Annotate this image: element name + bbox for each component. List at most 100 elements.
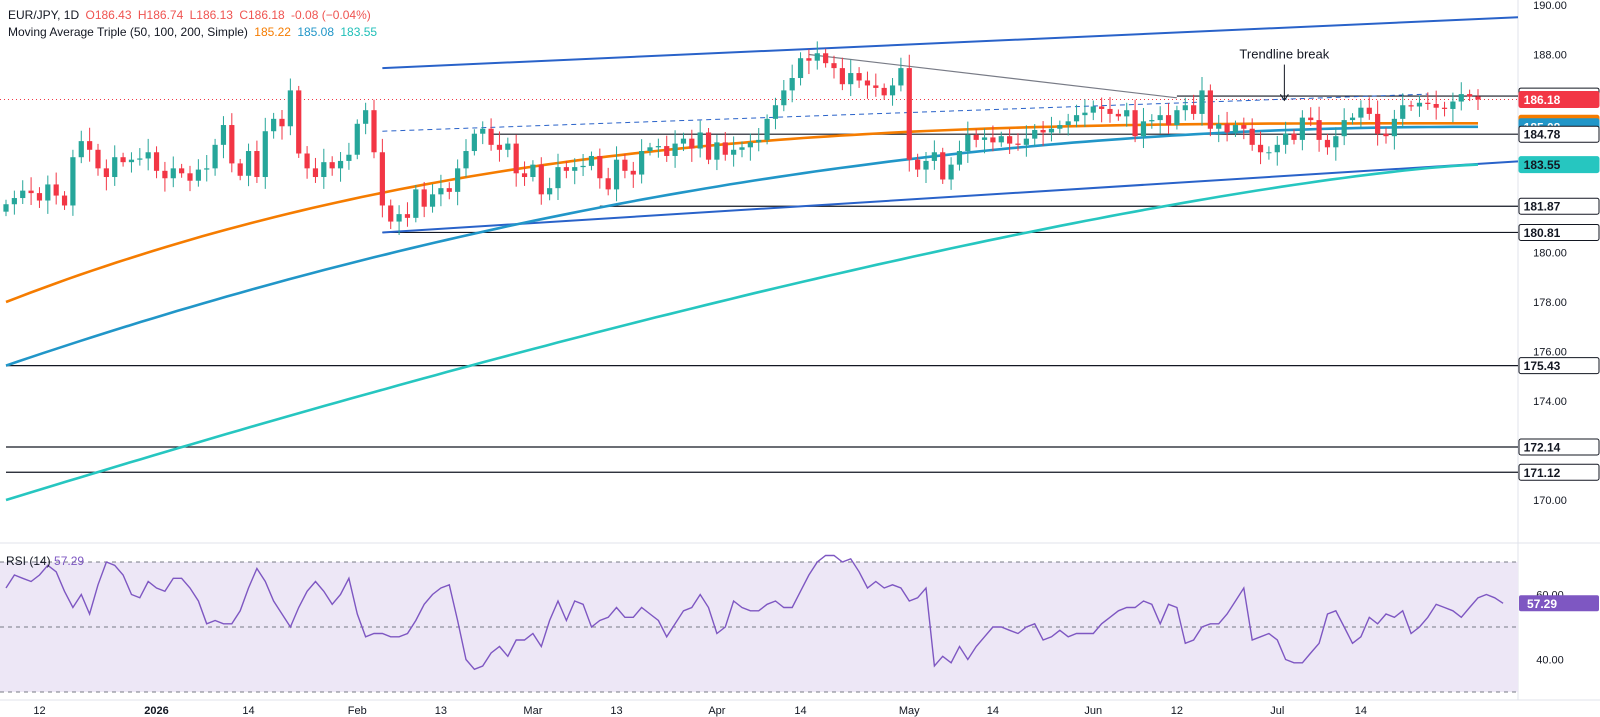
ma-legend-title: Moving Average Triple (50, 100, 200, Sim… xyxy=(8,25,248,39)
rsi-tick-label: 40.00 xyxy=(1536,655,1564,667)
price-tag-level xyxy=(1518,357,1600,375)
candle-body xyxy=(20,190,26,199)
candle-body xyxy=(1149,120,1155,122)
candle-body xyxy=(630,170,636,175)
candle-body xyxy=(739,147,745,150)
candle-body xyxy=(471,133,477,152)
candle-body xyxy=(823,53,829,64)
candle-body xyxy=(613,159,620,190)
candle-body xyxy=(697,132,703,149)
candles-group xyxy=(3,41,1481,235)
candle-body xyxy=(87,141,93,150)
candle-body xyxy=(1182,105,1188,111)
time-tick-label: Mar xyxy=(523,705,542,717)
candle-body xyxy=(1082,112,1088,116)
candle-body xyxy=(429,194,436,207)
candle-body xyxy=(848,73,854,85)
candle-body xyxy=(329,162,335,169)
candle-body xyxy=(1450,101,1456,109)
candle-body xyxy=(496,144,503,150)
candle-body xyxy=(220,125,227,145)
price-tick-label: 176.00 xyxy=(1533,347,1567,359)
candle-body xyxy=(772,105,779,119)
rsi-legend-value: 57.29 xyxy=(54,554,85,568)
candle-body xyxy=(1375,113,1381,134)
time-tick-label: Jun xyxy=(1084,705,1102,717)
candle-body xyxy=(764,118,770,140)
candle-body xyxy=(731,149,737,155)
candle-body xyxy=(1216,123,1222,129)
candle-body xyxy=(1132,110,1138,137)
candle-body xyxy=(396,214,402,222)
time-tick-label: 14 xyxy=(987,705,999,717)
candle-body xyxy=(521,173,528,178)
candle-body xyxy=(1007,136,1013,144)
candle-body xyxy=(940,152,946,180)
candle-body xyxy=(455,168,461,192)
candle-body xyxy=(3,204,9,212)
candle-body xyxy=(572,167,578,171)
candle-body xyxy=(1249,128,1255,145)
candle-body xyxy=(973,134,979,140)
candle-body xyxy=(296,90,302,154)
candle-body xyxy=(873,85,879,88)
candle-body xyxy=(680,138,687,144)
candle-body xyxy=(229,125,235,164)
candle-body xyxy=(363,110,369,124)
candle-body xyxy=(204,168,210,170)
candle-body xyxy=(1165,115,1172,126)
legend-open: O186.43 xyxy=(85,8,132,22)
ma100-line xyxy=(5,125,1478,367)
candle-body xyxy=(78,141,84,158)
price-tag-label: 171.12 xyxy=(1524,466,1561,480)
candle-body xyxy=(864,80,871,86)
candle-body xyxy=(1408,105,1414,107)
ma50-value: 185.22 xyxy=(254,25,291,39)
candle-body xyxy=(1433,104,1439,108)
channel-lower-line xyxy=(382,160,1519,234)
candle-body xyxy=(438,188,444,195)
candle-body xyxy=(28,190,34,194)
price-tag-label: 175.43 xyxy=(1524,359,1561,373)
candle-body xyxy=(597,155,603,179)
price-tag-label: 184.78 xyxy=(1524,128,1561,142)
rsi-legend-title: RSI (14) xyxy=(6,554,51,568)
candle-body xyxy=(781,90,787,106)
time-tick-label: 13 xyxy=(435,705,447,717)
candle-body xyxy=(563,167,569,171)
candle-body xyxy=(1416,102,1423,107)
candle-body xyxy=(906,68,912,160)
rsi-legend: RSI (14) 57.29 xyxy=(6,554,84,568)
candle-body xyxy=(404,214,411,218)
rsi-value-tag-label: 57.29 xyxy=(1527,597,1557,611)
candle-body xyxy=(1425,102,1431,104)
candle-body xyxy=(413,189,419,218)
candle-body xyxy=(1316,120,1322,140)
candle-body xyxy=(647,147,653,152)
legend-low: L186.13 xyxy=(189,8,233,22)
candle-body xyxy=(898,68,904,86)
candle-body xyxy=(1023,138,1029,145)
price-tick-label: 174.00 xyxy=(1533,396,1567,408)
candle-body xyxy=(965,134,971,152)
candle-body xyxy=(555,167,561,189)
time-tick-label: Jul xyxy=(1270,705,1284,717)
candle-body xyxy=(1349,117,1356,121)
candle-body xyxy=(480,128,486,134)
candle-body xyxy=(179,168,185,174)
candle-body xyxy=(806,58,812,61)
candle-body xyxy=(672,143,678,156)
time-tick-label: 12 xyxy=(33,705,45,717)
candle-body xyxy=(814,53,820,61)
time-tick-label: May xyxy=(899,705,920,717)
candle-body xyxy=(1257,144,1264,153)
time-tick-label: 14 xyxy=(794,705,806,717)
candle-body xyxy=(1048,128,1055,133)
candle-body xyxy=(95,149,101,169)
candle-body xyxy=(1199,90,1205,114)
time-tick-label: 14 xyxy=(1355,705,1367,717)
candle-body xyxy=(639,151,645,175)
candle-body xyxy=(371,110,377,153)
candle-body xyxy=(321,162,327,178)
